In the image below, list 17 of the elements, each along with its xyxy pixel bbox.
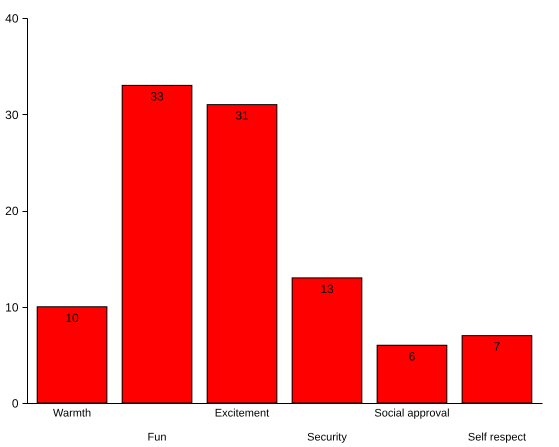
y-tick-label: 20 [5, 204, 19, 218]
y-tick-label: 40 [5, 12, 19, 26]
data-label: 6 [408, 349, 416, 364]
x-tick-label: Security [307, 432, 348, 444]
data-label: 33 [150, 89, 164, 104]
x-tick-label: Warmth [52, 408, 92, 420]
x-tick-label: Social approval [374, 408, 450, 420]
data-label: 7 [494, 340, 501, 354]
y-tick-label: 0 [12, 396, 19, 410]
y-tick-label: 30 [5, 108, 19, 122]
x-tick-label: Fun [148, 432, 167, 444]
y-tick-label: 10 [5, 300, 19, 314]
x-tick-label: Self respect [468, 432, 526, 444]
data-label: 31 [235, 108, 249, 123]
data-label: 13 [320, 282, 334, 296]
x-tick-label: Excitement [214, 408, 270, 420]
data-label: 10 [65, 310, 80, 325]
